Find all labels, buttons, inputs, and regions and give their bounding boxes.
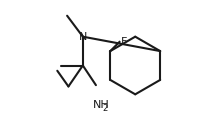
Text: N: N (79, 32, 88, 42)
Text: NH: NH (93, 100, 109, 110)
Text: F: F (121, 37, 127, 47)
Text: 2: 2 (103, 104, 108, 113)
